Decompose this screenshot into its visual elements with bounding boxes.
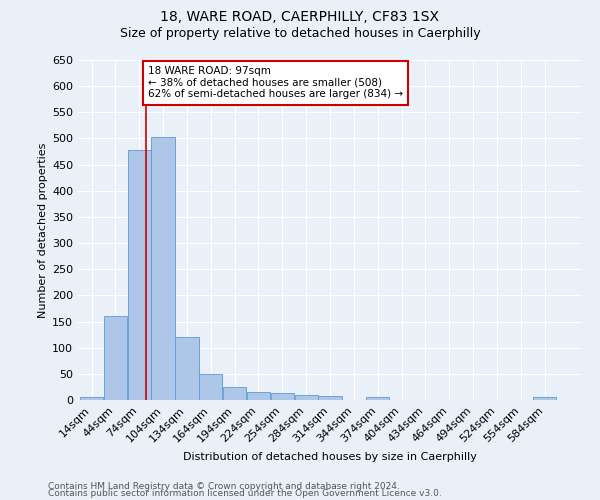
Bar [104, 316, 127, 400]
Bar [271, 393, 294, 400]
Bar [223, 387, 246, 400]
Bar [247, 392, 270, 400]
Bar [199, 374, 223, 400]
Text: Contains public sector information licensed under the Open Government Licence v3: Contains public sector information licen… [48, 490, 442, 498]
X-axis label: Distribution of detached houses by size in Caerphilly: Distribution of detached houses by size … [183, 452, 477, 462]
Text: Size of property relative to detached houses in Caerphilly: Size of property relative to detached ho… [119, 28, 481, 40]
Bar [128, 150, 151, 400]
Bar [295, 395, 318, 400]
Text: 18, WARE ROAD, CAERPHILLY, CF83 1SX: 18, WARE ROAD, CAERPHILLY, CF83 1SX [161, 10, 439, 24]
Text: 18 WARE ROAD: 97sqm
← 38% of detached houses are smaller (508)
62% of semi-detac: 18 WARE ROAD: 97sqm ← 38% of detached ho… [148, 66, 403, 100]
Y-axis label: Number of detached properties: Number of detached properties [38, 142, 48, 318]
Bar [175, 337, 199, 400]
Bar [80, 398, 103, 400]
Bar [151, 137, 175, 400]
Bar [366, 398, 389, 400]
Text: Contains HM Land Registry data © Crown copyright and database right 2024.: Contains HM Land Registry data © Crown c… [48, 482, 400, 491]
Bar [319, 396, 341, 400]
Bar [533, 398, 556, 400]
